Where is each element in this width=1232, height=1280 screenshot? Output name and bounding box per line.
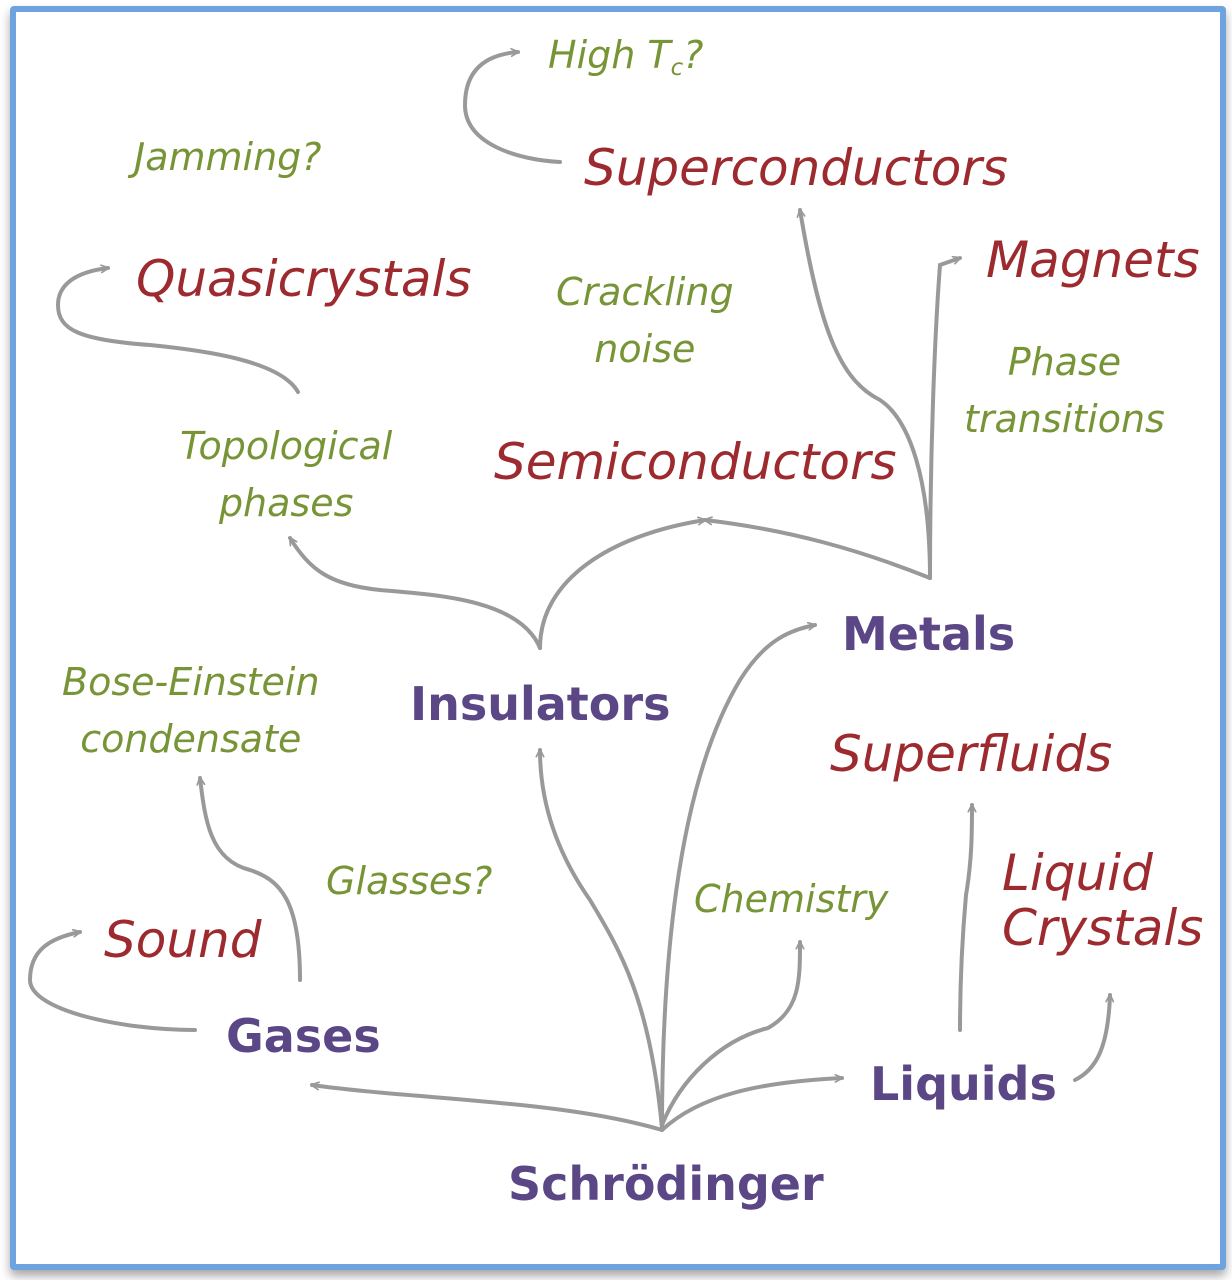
phase-sound: Sound — [104, 911, 262, 969]
node-gases: Gases — [226, 1009, 381, 1063]
phase-superfluids: Superfluids — [830, 725, 1113, 783]
phase-liquid-crystals-line2: Crystals — [1002, 899, 1204, 957]
topic-crackling-noise: Crackling noise — [556, 264, 734, 378]
topic-crackling-line1: Crackling — [556, 270, 734, 314]
node-liquids: Liquids — [870, 1057, 1057, 1111]
phase-quasicrystals: Quasicrystals — [136, 250, 472, 308]
node-metals: Metals — [842, 607, 1016, 661]
topic-bose-einstein: Bose-Einstein condensate — [62, 654, 320, 768]
arrow-schrodinger-gases — [310, 1085, 664, 1132]
topic-chemistry: Chemistry — [694, 877, 889, 921]
node-insulators: Insulators — [410, 677, 671, 731]
arrow-schrodinger-liquids — [660, 1078, 844, 1132]
phase-magnets: Magnets — [986, 231, 1200, 289]
topic-high-tc: High Tc? — [548, 33, 704, 81]
arrow-metals-superconductors — [800, 208, 932, 580]
arrow-schrodinger-metals — [660, 625, 817, 1130]
topic-phase-transitions: Phase transitions — [964, 334, 1165, 448]
node-schrodinger: Schrödinger — [508, 1157, 824, 1211]
topic-topological-line2: phases — [218, 481, 354, 525]
phase-liquid-crystals-line1: Liquid — [1002, 844, 1153, 902]
topic-high-tc-sub: c — [670, 54, 684, 81]
arrow-liquids-superfluids — [958, 803, 972, 1032]
arrow-insulators-semiconductors — [538, 520, 707, 650]
arrow-schrodinger-chemistry — [660, 940, 800, 1127]
topic-bec-line1: Bose-Einstein — [62, 660, 320, 704]
topic-phase-transitions-line2: transitions — [964, 397, 1165, 441]
topic-bec-line2: condensate — [80, 717, 302, 761]
arrow-metals-magnets — [928, 258, 962, 580]
arrow-liquids-liquidcrystals — [1073, 993, 1110, 1082]
arrow-metals-semiconductors — [703, 520, 932, 580]
arrow-gases-sound — [27, 932, 197, 1032]
topic-topological-line1: Topological — [180, 424, 393, 468]
topic-crackling-line2: noise — [594, 327, 696, 371]
diagram-frame — [10, 6, 1226, 1270]
phase-semiconductors: Semiconductors — [494, 433, 897, 491]
topic-glasses: Glasses? — [326, 859, 493, 903]
phase-liquid-crystals: Liquid Crystals — [1002, 846, 1203, 956]
topic-jamming: Jamming? — [134, 135, 322, 179]
arrow-superconductors-hightc — [462, 52, 562, 164]
topic-high-tc-suffix: ? — [683, 33, 704, 77]
arrow-insulators-topological — [288, 536, 542, 650]
topic-phase-transitions-line1: Phase — [1007, 340, 1122, 384]
topic-topological-phases: Topological phases — [180, 418, 392, 532]
arrow-topological-quasicrystals — [55, 268, 300, 394]
arrow-gases-bec — [200, 776, 302, 982]
phase-superconductors: Superconductors — [584, 139, 1008, 197]
topic-high-tc-prefix: High T — [548, 33, 671, 77]
arrow-schrodinger-insulators — [540, 748, 664, 1130]
